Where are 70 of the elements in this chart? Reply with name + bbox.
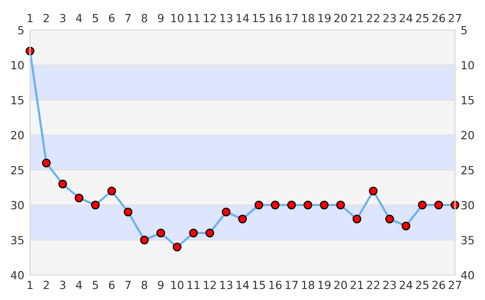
x-tick-label: 26: [432, 280, 446, 290]
x-tick-label: 11: [188, 280, 200, 289]
y2-tick-label: 30: [461, 200, 474, 210]
x2-tick-label: 12: [204, 14, 216, 22]
x2-tick-label: 26: [432, 14, 446, 22]
x-tick-label: 5: [92, 280, 98, 290]
x-tick-label: 15: [252, 280, 265, 290]
y-tick-label: 25: [11, 166, 24, 174]
x-tick-label: 12: [204, 280, 216, 289]
x-tick-label: 4: [76, 280, 82, 289]
x-tick-label: 3: [60, 280, 66, 290]
x-tick-label: 7: [125, 280, 131, 289]
x2-tick-label: 24: [400, 14, 412, 22]
x2-tick-label: 8: [142, 14, 148, 22]
x-tick-label: 24: [400, 280, 412, 289]
x2-tick-label: 1: [28, 14, 33, 22]
x2-tick-label: 15: [252, 14, 265, 22]
y2-tick-label: 5: [461, 26, 467, 34]
x2-tick-label: 19: [318, 14, 331, 22]
x2-tick-label: 27: [448, 14, 462, 22]
x-tick-label: 22: [367, 280, 380, 289]
y2-tick-label: 15: [462, 96, 474, 104]
x-tick-label: 19: [318, 280, 331, 290]
x2-tick-label: 18: [302, 14, 314, 22]
x2-tick-label: 10: [171, 14, 184, 22]
x2-tick-label: 11: [188, 14, 200, 22]
x2-tick-label: 4: [76, 14, 82, 22]
x-tick-label: 14: [236, 280, 249, 289]
y-tick-label: 35: [11, 236, 24, 244]
x2-tick-label: 21: [350, 14, 363, 22]
x2-tick-label: 25: [416, 14, 428, 22]
x2-tick-label: 2: [44, 14, 49, 22]
y-tick-label: 30: [11, 200, 24, 210]
x2-tick-label: 13: [220, 14, 232, 22]
x2-tick-label: 6: [108, 14, 115, 22]
x-tick-label: 9: [158, 280, 164, 290]
x-tick-label: 18: [302, 280, 314, 290]
x-tick-label: 1: [28, 280, 33, 289]
x-tick-label: 10: [171, 280, 184, 290]
x2-tick-label: 5: [92, 14, 98, 22]
y2-tick-label: 35: [461, 236, 474, 244]
x2-tick-label: 20: [334, 14, 347, 22]
x-tick-label: 21: [350, 280, 363, 289]
y-tick-label: 10: [12, 60, 24, 70]
x-tick-label: 8: [142, 280, 148, 290]
y2-tick-label: 40: [461, 270, 474, 280]
x2-tick-label: 17: [286, 14, 298, 22]
x2-tick-label: 3: [60, 14, 66, 22]
x-tick-label: 27: [448, 280, 462, 289]
x2-tick-label: 23: [383, 14, 396, 22]
x-tick-label: 17: [286, 280, 298, 289]
x2-tick-label: 14: [236, 14, 249, 22]
x2-tick-label: 9: [158, 14, 164, 22]
y2-tick-label: 10: [462, 60, 474, 70]
y-tick-label: 40: [10, 270, 24, 280]
y-tick-label: 15: [12, 96, 24, 104]
y2-tick-label: 25: [461, 166, 474, 174]
x2-tick-label: 7: [125, 14, 131, 22]
x-tick-label: 20: [334, 280, 347, 290]
y-tick-label: 5: [18, 26, 24, 34]
x2-tick-label: 22: [367, 14, 380, 22]
y-tick-label: 20: [11, 130, 24, 140]
x-tick-label: 6: [108, 280, 115, 290]
x-tick-label: 25: [416, 280, 428, 290]
x2-tick-label: 16: [269, 14, 282, 22]
x-tick-label: 2: [44, 280, 49, 289]
y2-tick-label: 20: [461, 130, 474, 140]
x-tick-label: 13: [220, 280, 232, 290]
x-tick-label: 16: [269, 280, 282, 290]
x-tick-label: 23: [383, 280, 396, 290]
